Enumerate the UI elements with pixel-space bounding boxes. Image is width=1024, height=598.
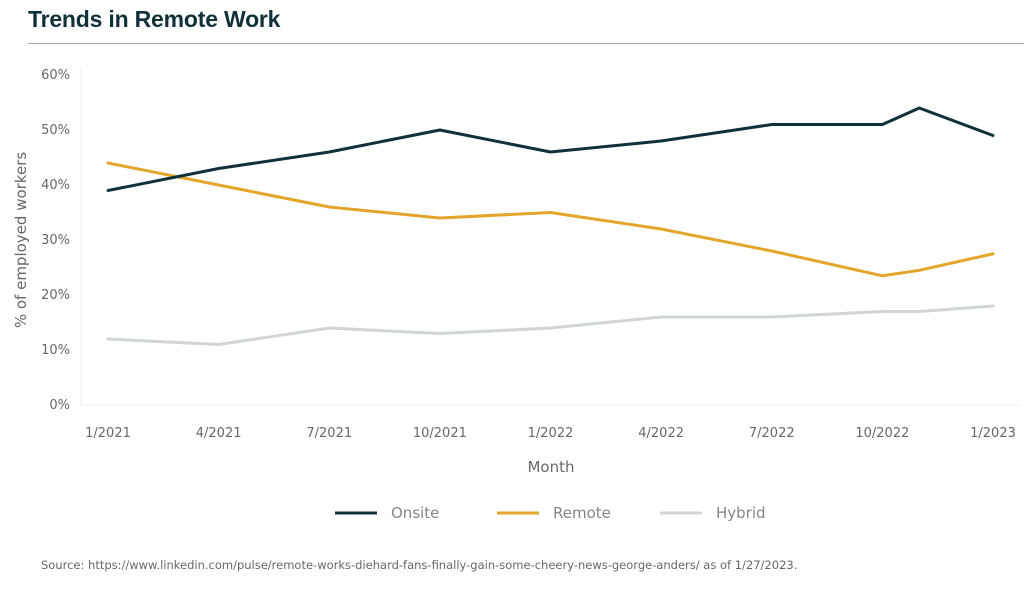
x-tick-label: 1/2022 bbox=[528, 426, 574, 441]
y-tick-label: 50% bbox=[41, 123, 70, 138]
x-tick-label: 10/2021 bbox=[413, 426, 467, 441]
x-tick-label: 10/2022 bbox=[855, 426, 909, 441]
y-tick-label: 30% bbox=[41, 233, 70, 248]
legend-label-remote: Remote bbox=[553, 504, 611, 522]
x-tick-label: 4/2022 bbox=[638, 426, 684, 441]
x-tick-label: 7/2021 bbox=[306, 426, 352, 441]
y-tick-label: 0% bbox=[49, 398, 70, 413]
line-chart: 0% 10% 20% 30% 40% 50% 60% 1/2021 4/2021 7/2021 10… bbox=[12, 67, 1020, 522]
chart-title: Trends in Remote Work bbox=[28, 6, 281, 32]
x-tick-label: 7/2022 bbox=[749, 426, 795, 441]
y-tick-label: 60% bbox=[41, 68, 70, 83]
axes: 0% 10% 20% 30% 40% 50% 60% 1/2021 4/2021 7/2021 10… bbox=[12, 67, 1020, 476]
x-tick-label: 1/2023 bbox=[970, 426, 1016, 441]
x-tick-label: 4/2021 bbox=[196, 426, 242, 441]
x-axis-title: Month bbox=[527, 458, 574, 476]
series-line-remote bbox=[106, 161, 995, 278]
source-note: Source: https://www.linkedin.com/pulse/r… bbox=[41, 558, 798, 572]
y-tick-label: 40% bbox=[41, 178, 70, 193]
title-divider bbox=[28, 43, 1024, 44]
series-line-hybrid bbox=[106, 304, 995, 346]
series-line-onsite bbox=[106, 106, 995, 192]
x-tick-label: 1/2021 bbox=[85, 426, 131, 441]
legend: Onsite Remote Hybrid bbox=[335, 504, 766, 522]
legend-label-onsite: Onsite bbox=[391, 504, 439, 522]
legend-label-hybrid: Hybrid bbox=[716, 504, 766, 522]
series-lines bbox=[106, 106, 995, 346]
y-tick-label: 10% bbox=[41, 343, 70, 358]
y-axis-title: % of employed workers bbox=[12, 152, 30, 329]
y-tick-label: 20% bbox=[41, 288, 70, 303]
